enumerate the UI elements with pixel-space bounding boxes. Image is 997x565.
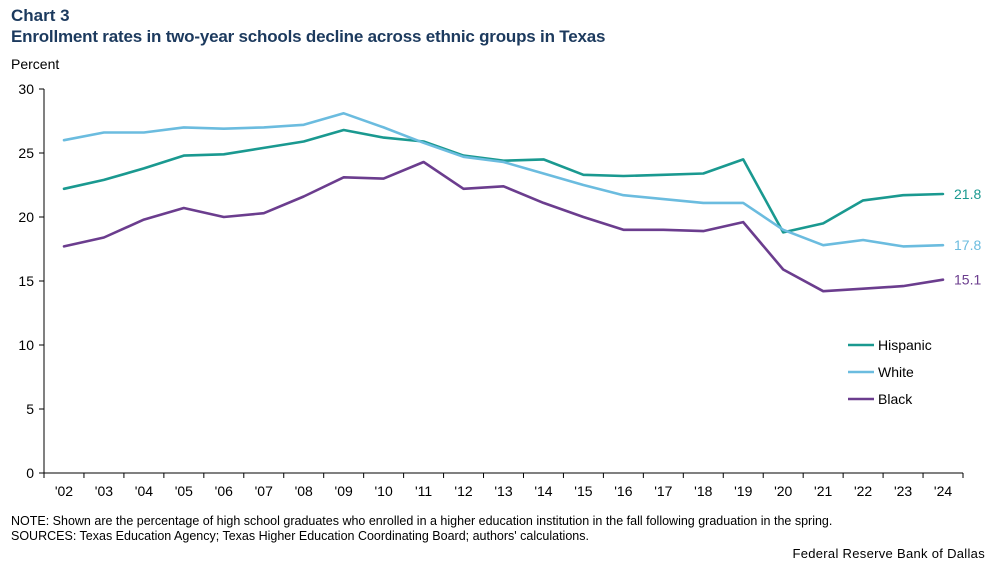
- x-tick-label: '10: [375, 483, 393, 499]
- x-tick-label: '13: [494, 483, 512, 499]
- x-tick-label: '08: [295, 483, 313, 499]
- series-line-hispanic: [62, 128, 945, 234]
- x-tick-label: '05: [175, 483, 193, 499]
- chart-label: Chart 3: [11, 6, 70, 25]
- chart-sources: SOURCES: Texas Education Agency; Texas H…: [11, 529, 589, 543]
- x-tick-label: '17: [654, 483, 672, 499]
- y-tick-label: 0: [26, 465, 34, 481]
- x-tick-label: '15: [574, 483, 592, 499]
- x-tick-label: '18: [694, 483, 712, 499]
- legend-label-black: Black: [878, 391, 913, 407]
- y-tick-label: 15: [18, 273, 34, 289]
- legend-label-hispanic: Hispanic: [878, 337, 932, 353]
- x-tick-label: '11: [415, 483, 432, 499]
- x-tick-label: '22: [854, 483, 872, 499]
- series-line-white: [62, 112, 945, 248]
- x-tick-label: '06: [215, 483, 233, 499]
- legend-label-white: White: [878, 364, 914, 380]
- x-tick-label: '16: [614, 483, 632, 499]
- series-line-black: [62, 160, 945, 293]
- x-tick-label: '19: [734, 483, 752, 499]
- chart-note: NOTE: Shown are the percentage of high s…: [11, 514, 833, 528]
- x-tick-label: '12: [454, 483, 472, 499]
- x-tick-label: '14: [534, 483, 552, 499]
- end-value-label-white: 17.8: [954, 237, 981, 253]
- x-tick-label: '21: [814, 483, 832, 499]
- y-axis-unit-label: Percent: [11, 56, 60, 72]
- end-value-label-hispanic: 21.8: [954, 186, 981, 202]
- y-tick-label: 30: [18, 81, 34, 97]
- x-tick-label: '23: [894, 483, 912, 499]
- x-tick-label: '07: [255, 483, 273, 499]
- x-tick-label: '24: [934, 483, 952, 499]
- chart-title: Enrollment rates in two-year schools dec…: [11, 27, 606, 46]
- x-tick-label: '09: [335, 483, 353, 499]
- x-tick-label: '03: [95, 483, 113, 499]
- x-tick-label: '04: [135, 483, 153, 499]
- end-value-label-black: 15.1: [954, 272, 981, 288]
- y-tick-label: 20: [18, 209, 34, 225]
- chart-credit: Federal Reserve Bank of Dallas: [792, 546, 985, 561]
- x-tick-label: '02: [55, 483, 73, 499]
- y-tick-label: 5: [26, 401, 34, 417]
- x-tick-label: '20: [774, 483, 792, 499]
- y-tick-label: 10: [18, 337, 34, 353]
- y-tick-label: 25: [18, 145, 34, 161]
